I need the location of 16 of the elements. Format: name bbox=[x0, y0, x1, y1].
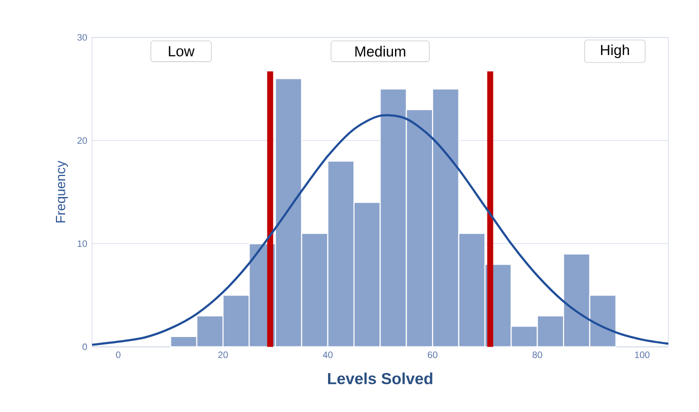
x-tick-label: 40 bbox=[322, 351, 333, 358]
y-tick-label: 20 bbox=[77, 137, 87, 144]
y-tick-label: 0 bbox=[82, 343, 87, 350]
y-tick-label: 30 bbox=[77, 34, 87, 41]
x-tick-label: 60 bbox=[428, 351, 438, 358]
annotation: Medium bbox=[355, 46, 406, 57]
annotation: High bbox=[601, 44, 629, 58]
y-tick-label: 10 bbox=[78, 240, 87, 247]
y-axis-title: Frequency bbox=[56, 160, 68, 222]
x-tick-label: 80 bbox=[532, 351, 542, 358]
line-series bbox=[90, 114, 670, 346]
x-tick-label: 20 bbox=[218, 351, 228, 358]
x-axis-title: Levels Solved bbox=[328, 372, 432, 384]
annotation: Low bbox=[168, 46, 195, 56]
x-tick-label: 100 bbox=[635, 351, 650, 358]
x-tick-label: 0 bbox=[116, 351, 120, 358]
